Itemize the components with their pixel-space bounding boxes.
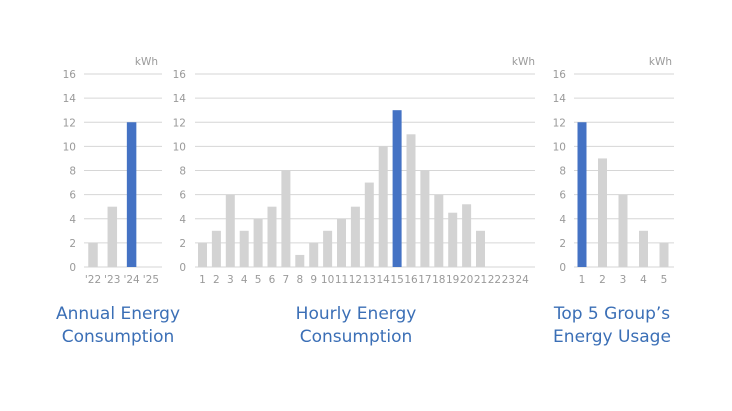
hourly-bar-6: [267, 206, 277, 267]
top5-bar-3: [618, 194, 628, 267]
hourly-x-tick-label: 13: [363, 274, 376, 286]
hourly-y-tick-label: 6: [179, 190, 186, 202]
hourly-x-tick-label: 15: [390, 274, 403, 286]
annual-bar-22: [88, 242, 98, 267]
hourly-x-tick-label: 16: [404, 274, 418, 286]
annual-y-tick-label: 16: [63, 69, 77, 81]
top5-y-tick-label: 10: [553, 141, 566, 153]
annual-x-tick-label: '23: [104, 274, 120, 286]
hourly-x-tick-label: 10: [321, 274, 334, 286]
hourly-bar-19: [448, 212, 458, 267]
hourly-bar-8: [295, 254, 305, 267]
hourly-bar-3: [225, 194, 235, 267]
hourly-x-tick-label: 21: [474, 274, 487, 286]
top5-x-tick-label: 1: [579, 274, 586, 286]
hourly-y-tick-label: 4: [179, 214, 186, 226]
hourly-y-tick-label: 8: [179, 166, 186, 178]
hourly-x-tick-label: 23: [502, 274, 515, 286]
top5-bar-5: [659, 242, 669, 267]
annual-x-tick-label: '22: [85, 274, 101, 286]
top5-y-tick-label: 12: [553, 117, 566, 129]
hourly-bar-18: [434, 194, 444, 267]
hourly-x-tick-label: 20: [460, 274, 473, 286]
top5-y-tick-label: 0: [559, 262, 566, 274]
annual-y-tick-label: 4: [69, 214, 76, 226]
hourly-y-tick-label: 14: [173, 93, 187, 105]
hourly-bar-11: [337, 218, 346, 267]
top5-y-tick-label: 4: [559, 214, 566, 226]
annual-energy-caption: Annual Energy Consumption: [55, 304, 180, 347]
hourly-bar-10: [323, 230, 333, 267]
annual-bar-23: [107, 206, 118, 267]
hourly-x-tick-label: 4: [241, 274, 248, 286]
top5-y-tick-label: 2: [559, 238, 566, 250]
hourly-bar-20: [462, 204, 472, 267]
hourly-x-tick-label: 6: [269, 274, 276, 286]
hourly-bar-16: [406, 134, 416, 267]
hourly-bar-9: [309, 242, 319, 267]
hourly-bar-2: [211, 230, 221, 267]
hourly-bar-15: [392, 110, 402, 267]
top5-y-tick-label: 8: [559, 166, 566, 178]
annual-y-tick-label: 6: [69, 190, 76, 202]
hourly-bar-12: [350, 206, 360, 267]
hourly-x-tick-label: 18: [432, 274, 445, 286]
hourly-unit-label: kWh: [512, 56, 535, 68]
annual-y-tick-label: 14: [63, 93, 77, 105]
hourly-bar-17: [420, 170, 430, 267]
hourly-x-tick-label: 12: [349, 274, 362, 286]
hourly-x-tick-label: 1: [199, 274, 206, 286]
hourly-energy-caption: Hourly Energy Consumption: [295, 304, 417, 347]
hourly-x-tick-label: 17: [418, 274, 431, 286]
hourly-bar-13: [364, 182, 374, 267]
hourly-y-tick-label: 0: [179, 262, 186, 274]
hourly-bar-14: [378, 146, 388, 267]
hourly-bar-4: [239, 230, 249, 267]
hourly-x-tick-label: 11: [335, 274, 348, 286]
hourly-bar-21: [476, 230, 485, 267]
hourly-bar-7: [281, 170, 291, 267]
annual-x-tick-label: '24: [123, 274, 140, 286]
annual-y-tick-label: 8: [69, 166, 76, 178]
hourly-y-tick-label: 2: [179, 238, 186, 250]
top5-bar-1: [577, 122, 587, 267]
hourly-y-tick-label: 12: [173, 117, 186, 129]
annual-y-tick-label: 0: [69, 262, 76, 274]
hourly-x-tick-label: 5: [255, 274, 262, 286]
top5-group-caption: Top 5 Group’s Energy Usage: [553, 304, 671, 347]
hourly-x-tick-label: 24: [516, 274, 530, 286]
hourly-bar-1: [198, 242, 207, 267]
top5-bar-4: [639, 230, 648, 267]
top5-x-tick-label: 2: [599, 274, 606, 286]
hourly-x-tick-label: 19: [446, 274, 459, 286]
hourly-x-tick-label: 2: [213, 274, 220, 286]
hourly-bar-5: [253, 218, 263, 267]
top5-x-tick-label: 4: [640, 274, 647, 286]
top5-y-tick-label: 6: [559, 190, 566, 202]
annual-y-tick-label: 10: [63, 141, 76, 153]
top5-x-tick-label: 5: [661, 274, 668, 286]
hourly-x-tick-label: 8: [296, 274, 303, 286]
annual-y-tick-label: 12: [63, 117, 76, 129]
hourly-x-tick-label: 22: [488, 274, 501, 286]
top5-y-tick-label: 14: [553, 93, 567, 105]
top5-unit-label: kWh: [649, 56, 672, 68]
annual-x-tick-label: '25: [143, 274, 159, 286]
hourly-y-tick-label: 16: [173, 69, 187, 81]
top5-x-tick-label: 3: [620, 274, 627, 286]
annual-unit-label: kWh: [135, 56, 158, 68]
hourly-y-tick-label: 10: [173, 141, 186, 153]
top5-bar-2: [598, 158, 607, 267]
top5-y-tick-label: 16: [553, 69, 567, 81]
annual-y-tick-label: 2: [69, 238, 76, 250]
hourly-x-tick-label: 14: [377, 274, 391, 286]
hourly-x-tick-label: 7: [283, 274, 290, 286]
annual-bar-24: [126, 122, 137, 267]
hourly-x-tick-label: 9: [310, 274, 317, 286]
hourly-x-tick-label: 3: [227, 274, 234, 286]
